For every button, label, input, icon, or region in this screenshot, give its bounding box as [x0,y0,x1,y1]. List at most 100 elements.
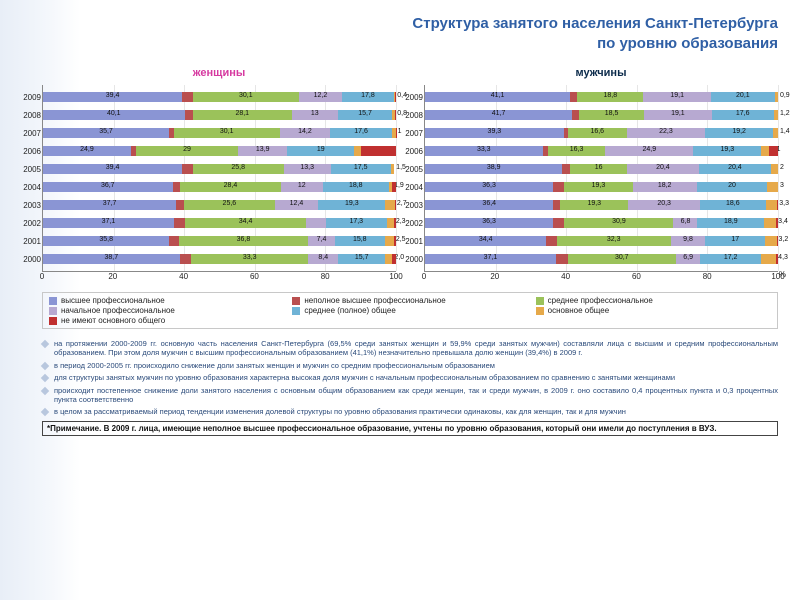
legend-label: неполное высшее профессиональное [304,296,445,305]
segment-value: 3 [780,181,784,191]
segment-value: 20,4 [656,163,670,173]
bar-segment: 35,8 [43,236,169,246]
bar-row: 200941,1018,819,120,10,9 [425,91,778,103]
bar-segment [395,110,396,120]
bar-segment: 2,3 [185,110,193,120]
x-tick: 40 [179,272,188,281]
bar-segment: 20,1 [711,92,775,102]
bar-segment: 18,9 [697,218,764,228]
year-label: 2005 [397,165,423,174]
segment-value: 19,3 [587,199,601,209]
year-label: 2003 [15,201,41,210]
bar-segment: 32,3 [557,236,671,246]
men-plot: 200941,1018,819,120,10,9200841,71,918,51… [424,85,778,272]
bar-segment: 17,5 [331,164,391,174]
bar-segment: 1,9 [553,200,560,210]
segment-value: 39,4 [106,163,120,173]
bar-segment: 33,3 [425,146,543,156]
women-chart: женщины 200939,4030,112,217,80,4200840,1… [42,67,396,286]
bar-row: 200037,13,330,76,917,24,3 [425,253,778,265]
year-label: 2002 [397,219,423,228]
x-tick: 80 [321,272,330,281]
note-item: происходит постепенное снижение доли зан… [42,386,778,405]
bar-segment: 2,6 [169,236,178,246]
segment-value: 30,9 [612,217,626,227]
legend-swatch [292,307,300,315]
bar-segment: 37,1 [425,254,556,264]
year-label: 2001 [397,237,423,246]
year-label: 2006 [15,147,41,156]
segment-value: 3,2 [779,235,789,245]
segment-value: 8,4 [318,253,328,263]
bar-segment: 28,1 [193,110,292,120]
bar-segment: 19,3 [693,146,761,156]
bar-segment: 1,2 [774,110,778,120]
bar-segment: 30,7 [568,254,676,264]
bar-segment: 1,4 [773,128,778,138]
bar-segment: 2,7 [385,200,395,210]
x-tick: 60 [632,272,641,281]
bar-segment: 25,8 [193,164,284,174]
segment-value: 39,3 [488,127,502,137]
year-label: 2009 [15,93,41,102]
bar-segment: 2,9 [546,236,556,246]
segment-value: 18,8 [603,91,617,101]
segment-value: 15,7 [355,253,369,263]
segment-value: 19,1 [670,91,684,101]
segment-value: 28,1 [235,109,249,119]
legend-label: начальное профессиональное [61,306,175,315]
segment-value: 20,3 [657,199,671,209]
segment-value: 1,4 [780,127,790,137]
bar-segment: 34,4 [425,236,546,246]
bar-segment: 3,2 [553,182,564,192]
bar-row: 200840,12,328,11315,70,8 [43,109,396,121]
bar-segment: 37,1 [43,218,174,228]
bar-row: 200336,41,919,320,318,63,3 [425,199,778,211]
segment-value: 36,3 [482,181,496,191]
year-label: 2000 [15,255,41,264]
bar-segment: 2,3 [176,200,184,210]
year-label: 2006 [397,147,423,156]
legend-label: основное общее [548,306,610,315]
bar-segment: 12,4 [275,200,319,210]
bar-segment: 4,3 [761,254,776,264]
segment-value: 37,7 [103,199,117,209]
bar-segment: 1,9 [572,110,579,120]
footnote: *Примечание. В 2009 г. лица, имеющие неп… [42,421,778,436]
year-label: 2004 [15,183,41,192]
segment-value: 13,9 [256,145,270,155]
bar-segment [769,146,778,156]
legend-swatch [536,297,544,305]
segment-value: 22,3 [659,127,673,137]
segment-value: 18,9 [724,217,738,227]
x-tick: 0 [422,272,426,281]
segment-value: 38,9 [487,163,501,173]
bar-segment: 19,3 [564,182,632,192]
year-label: 2007 [397,129,423,138]
bar-segment: 37,7 [43,200,176,210]
segment-value: 34,4 [239,217,253,227]
bar-segment [392,182,396,192]
bar-segment: 19,1 [644,110,711,120]
bar-segment: 30,1 [193,92,299,102]
segment-value: 19,2 [732,127,746,137]
bar-segment: 3,1 [174,218,185,228]
segment-value: 37,1 [484,253,498,263]
segment-value: 4,3 [778,253,788,263]
bar-row: 200337,72,325,612,419,32,7 [43,199,396,211]
legend-item: среднее (полное) общее [292,306,527,315]
bar-segment: 9,8 [671,236,706,246]
segment-value: 19,3 [345,199,359,209]
segment-value: 36,7 [101,181,115,191]
x-tick: 100 [389,272,402,281]
bar-segment: 36,7 [43,182,173,192]
bar-segment: 35,7 [43,128,169,138]
title-line-2: по уровню образования [597,35,778,52]
segment-value: 20 [728,181,736,191]
year-label: 2004 [397,183,423,192]
bar-segment: 18,6 [700,200,766,210]
segment-value: 39,4 [106,91,120,101]
segment-value: 16,6 [590,127,604,137]
bar-segment: 2,1 [761,146,768,156]
legend-swatch [49,307,57,315]
